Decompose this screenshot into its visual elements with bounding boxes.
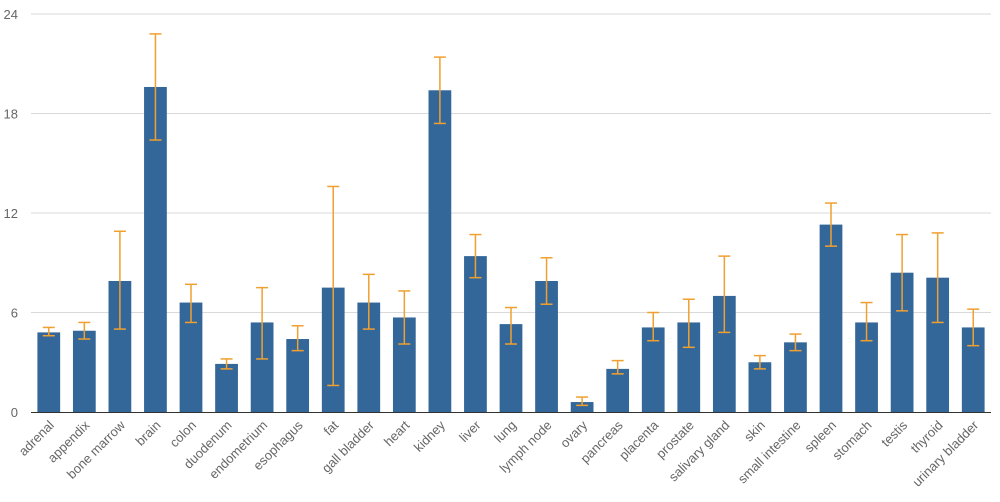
bar-ovary (570, 402, 594, 412)
error-bar-testis (896, 233, 909, 312)
bar-brain (144, 86, 167, 412)
y-axis-ticks: 0 6 12 18 24 (4, 7, 18, 420)
error-bar-small-intestine (789, 333, 802, 352)
bar-placenta (641, 327, 665, 412)
error-bar-gall-bladder (362, 273, 375, 330)
bar-lung (499, 324, 523, 412)
error-bar-urinary-bladder (967, 308, 980, 347)
y-tick-label: 18 (4, 107, 18, 122)
y-tick-label: 24 (4, 7, 18, 22)
bar-bone-marrow (108, 280, 132, 412)
error-bar-ovary (576, 396, 589, 407)
error-bar-stomach (860, 301, 873, 342)
error-bar-lymph-node (540, 257, 553, 305)
bar-thyroid (926, 277, 950, 412)
bar-colon (179, 302, 203, 412)
error-bar-bone-marrow (113, 230, 126, 330)
bar-adrenal (37, 332, 61, 412)
error-bar-prostate (682, 298, 695, 349)
x-tick-label: ovary (557, 417, 590, 450)
bar-liver (464, 256, 487, 412)
y-tick-label: 6 (11, 306, 18, 321)
error-bar-skin (753, 354, 766, 370)
error-bar-thyroid (931, 232, 944, 324)
y-tick-label: 0 (11, 405, 18, 420)
error-bar-brain (149, 33, 162, 141)
bars (37, 86, 985, 413)
x-tick-label: liver (456, 417, 484, 445)
x-tick-label: kidney (411, 417, 449, 455)
x-tick-label: placenta (616, 417, 662, 463)
grid-lines (31, 13, 991, 313)
error-bar-duodenum (220, 358, 233, 370)
bar-urinary-bladder (961, 327, 985, 412)
error-bar-appendix (78, 321, 91, 340)
error-bar-adrenal (42, 326, 55, 337)
error-bar-heart (398, 290, 411, 345)
x-tick-label: brain (133, 418, 164, 449)
bar-kidney (428, 90, 452, 413)
bar-duodenum (215, 363, 238, 412)
bar-stomach (855, 322, 878, 412)
bar-salivary-gland (712, 295, 736, 412)
x-tick-label: small intestine (735, 418, 804, 487)
bar-esophagus (286, 339, 310, 412)
bar-gall-bladder (357, 302, 381, 412)
x-tick-label: colon (167, 418, 200, 451)
x-tick-label: stomach (829, 418, 874, 463)
bar-small-intestine (784, 342, 807, 412)
bar-prostate (677, 322, 701, 412)
error-bars (42, 33, 980, 407)
bar-pancreas (606, 368, 630, 412)
x-tick-label: skin (741, 418, 768, 445)
x-tick-label: heart (381, 417, 413, 449)
error-bar-esophagus (291, 325, 304, 352)
error-bar-spleen (825, 202, 837, 247)
error-bar-lung (505, 306, 517, 345)
error-bar-liver (469, 233, 482, 279)
error-bar-fat (327, 185, 340, 387)
bar-appendix (72, 330, 96, 412)
error-bar-placenta (647, 311, 660, 342)
x-tick-label: lung (491, 418, 519, 446)
error-bar-kidney (433, 56, 446, 125)
error-bar-pancreas (611, 359, 624, 375)
bar-skin (748, 362, 772, 412)
bar-endometrium (250, 322, 274, 412)
bar-heart (392, 317, 416, 412)
error-bar-salivary-gland (718, 255, 731, 334)
y-tick-label: 12 (4, 206, 18, 221)
x-tick-label: fat (321, 417, 342, 438)
error-bar-endometrium (256, 286, 269, 360)
bar-lymph-node (535, 280, 558, 412)
bar-spleen (819, 224, 843, 412)
x-tick-label: testis (878, 417, 910, 449)
bar-testis (890, 272, 914, 412)
error-bar-colon (185, 283, 197, 324)
